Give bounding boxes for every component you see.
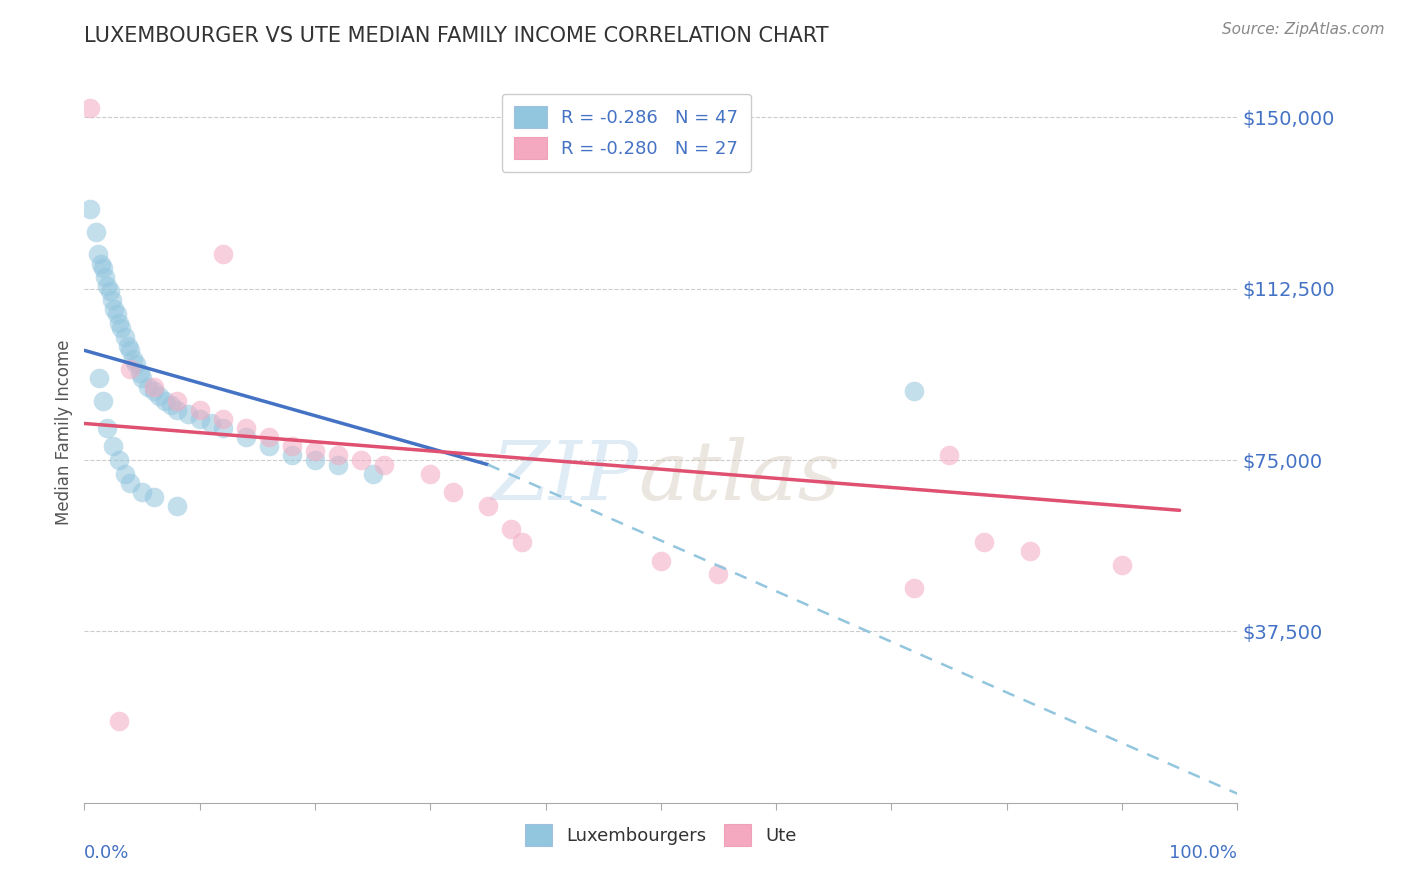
Point	[128, 366, 150, 380]
Point	[114, 467, 136, 481]
Point	[1111, 558, 1133, 573]
Point	[211, 247, 233, 261]
Point	[361, 467, 384, 481]
Point	[650, 553, 672, 567]
Point	[903, 384, 925, 399]
Point	[188, 402, 211, 417]
Point	[142, 384, 165, 399]
Point	[153, 393, 176, 408]
Point	[103, 439, 124, 453]
Point	[235, 430, 257, 444]
Point	[903, 581, 925, 595]
Point	[108, 316, 131, 330]
Text: 0.0%: 0.0%	[84, 844, 129, 862]
Point	[79, 202, 101, 216]
Point	[166, 393, 188, 408]
Text: atlas: atlas	[638, 437, 841, 517]
Point	[707, 567, 730, 582]
Point	[373, 458, 395, 472]
Point	[98, 284, 121, 298]
Point	[188, 412, 211, 426]
Point	[125, 357, 148, 371]
Text: ZIP: ZIP	[491, 437, 638, 517]
Point	[304, 443, 326, 458]
Point	[120, 343, 142, 358]
Point	[108, 453, 131, 467]
Point	[281, 439, 304, 453]
Point	[91, 393, 114, 408]
Point	[1018, 544, 1040, 558]
Point	[120, 361, 142, 376]
Point	[148, 389, 170, 403]
Point	[110, 320, 132, 334]
Point	[101, 293, 124, 307]
Point	[94, 270, 117, 285]
Text: LUXEMBOURGER VS UTE MEDIAN FAMILY INCOME CORRELATION CHART: LUXEMBOURGER VS UTE MEDIAN FAMILY INCOME…	[84, 26, 830, 45]
Point	[105, 307, 128, 321]
Point	[200, 417, 222, 431]
Point	[114, 329, 136, 343]
Point	[211, 412, 233, 426]
Point	[79, 101, 101, 115]
Point	[120, 475, 142, 490]
Point	[281, 449, 304, 463]
Text: Source: ZipAtlas.com: Source: ZipAtlas.com	[1222, 22, 1385, 37]
Point	[160, 398, 183, 412]
Point	[235, 421, 257, 435]
Point	[89, 371, 111, 385]
Point	[973, 535, 995, 549]
Point	[257, 439, 280, 453]
Point	[326, 458, 349, 472]
Point	[87, 247, 110, 261]
Point	[477, 499, 499, 513]
Point	[177, 408, 200, 422]
Point	[166, 499, 188, 513]
Point	[117, 339, 139, 353]
Point	[938, 449, 960, 463]
Point	[304, 453, 326, 467]
Point	[121, 352, 143, 367]
Legend: Luxembourgers, Ute: Luxembourgers, Ute	[517, 816, 804, 853]
Point	[131, 485, 153, 500]
Point	[257, 430, 280, 444]
Point	[91, 261, 114, 276]
Point	[108, 714, 131, 728]
Point	[142, 490, 165, 504]
Point	[103, 302, 125, 317]
Point	[166, 402, 188, 417]
Point	[89, 256, 111, 270]
Point	[84, 225, 107, 239]
Y-axis label: Median Family Income: Median Family Income	[55, 340, 73, 525]
Text: 100.0%: 100.0%	[1170, 844, 1237, 862]
Point	[350, 453, 373, 467]
Point	[512, 535, 534, 549]
Point	[499, 522, 522, 536]
Point	[211, 421, 233, 435]
Point	[441, 485, 464, 500]
Point	[131, 371, 153, 385]
Point	[326, 449, 349, 463]
Point	[96, 279, 118, 293]
Point	[96, 421, 118, 435]
Point	[142, 380, 165, 394]
Point	[419, 467, 441, 481]
Point	[136, 380, 159, 394]
